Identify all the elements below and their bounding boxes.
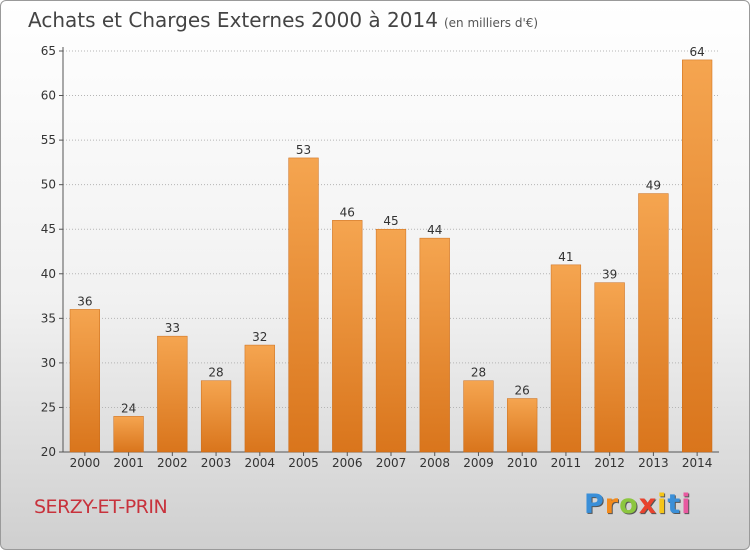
data-label-2010: 26 [515,384,530,398]
x-tick-label-2002: 2002 [157,456,188,470]
x-tick-label-2014: 2014 [682,456,713,470]
bar-2006 [332,220,363,453]
bar-2014 [682,59,713,453]
x-tick-label-2007: 2007 [376,456,407,470]
data-label-2002: 33 [165,321,180,335]
y-tick-label: 45 [41,222,56,236]
tick-labels: 20 25 30 35 40 45 50 55 60 65 2000 2001 2002 2003 2004… [41,44,713,470]
y-tick-label: 20 [41,445,56,459]
logo-letter: t [667,489,682,520]
bar-2007 [375,228,407,453]
y-tick-label: 30 [41,356,56,370]
x-tick-label-2013: 2013 [638,456,669,470]
logo-letter: x [638,489,658,520]
logo-letter: o [619,489,639,520]
y-tick-label: 50 [41,178,56,192]
bar-2002 [157,335,188,453]
bar-2011 [550,264,582,453]
x-tick-label-2012: 2012 [594,456,625,470]
data-label-2007: 45 [383,214,398,228]
bar-2000 [69,309,100,453]
data-label-2011: 41 [558,250,573,264]
x-tick-label-2009: 2009 [463,456,494,470]
bar-2010 [507,398,538,453]
data-label-2006: 46 [340,205,355,219]
x-tick-label-2005: 2005 [288,456,319,470]
x-tick-label-2004: 2004 [245,456,276,470]
data-label-2013: 49 [646,179,661,193]
data-label-2001: 24 [121,401,136,415]
x-tick-label-2008: 2008 [419,456,450,470]
bar-2012 [594,282,625,453]
bar-chart: 36 24 33 28 32 53 46 45 44 28 26 41 39 49 64 20 25 30 35 4… [41,44,719,470]
y-tick-label: 25 [41,400,56,414]
proxiti-logo: Proxiti [584,489,692,520]
data-label-2014: 64 [689,45,704,59]
bar-2003 [200,380,232,453]
bar-2009 [463,380,494,453]
y-tick-label: 40 [41,267,56,281]
data-label-2003: 28 [208,366,223,380]
x-tick-label-2001: 2001 [113,456,144,470]
logo-letter: P [584,489,605,520]
y-tick-label: 60 [41,89,56,103]
x-tick-label-2006: 2006 [332,456,363,470]
data-label-2009: 28 [471,366,486,380]
data-label-2008: 44 [427,223,442,237]
bar-2005 [288,157,319,453]
x-tick-label-2010: 2010 [507,456,538,470]
x-tick-label-2011: 2011 [551,456,582,470]
x-tick-label-2000: 2000 [70,456,101,470]
bar-2013 [638,193,669,453]
data-label-2000: 36 [77,294,92,308]
chart-title-text: Achats et Charges Externes 2000 à 2014 [28,8,438,32]
y-tick-label: 55 [41,133,56,147]
bar-2008 [419,237,450,453]
data-labels: 36 24 33 28 32 53 46 45 44 28 26 41 39 49 64 [77,45,705,415]
y-tick-label: 65 [41,44,56,58]
bar-2001 [113,416,144,453]
logo-letter: i [681,489,692,520]
data-label-2004: 32 [252,330,267,344]
bars [69,59,713,453]
chart-title: Achats et Charges Externes 2000 à 2014 (e… [28,8,538,32]
chart-unit: (en milliers d'€) [443,16,539,30]
y-tick-label: 35 [41,311,56,325]
commune-name: SERZY-ET-PRIN [34,496,168,518]
data-label-2005: 53 [296,143,311,157]
logo-letter: i [657,489,668,520]
x-tick-label-2003: 2003 [201,456,232,470]
logo-letter: r [604,489,620,520]
bar-2004 [244,344,275,453]
data-label-2012: 39 [602,268,617,282]
